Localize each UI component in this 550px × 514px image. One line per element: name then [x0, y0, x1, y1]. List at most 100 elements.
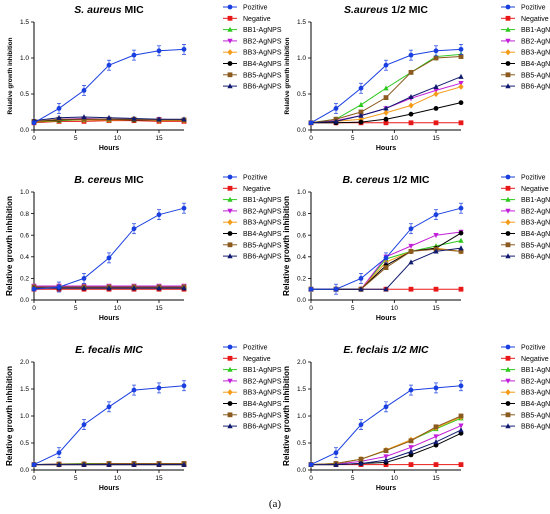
- legend-marker: [505, 185, 511, 191]
- data-point: [408, 249, 414, 254]
- legend-label: Pozitive: [521, 5, 546, 12]
- legend-marker: [227, 26, 233, 32]
- data-point: [106, 255, 112, 261]
- chart-title: B. cereus MIC: [74, 174, 144, 186]
- data-point: [408, 462, 414, 467]
- y-tick-label: 0.5: [20, 91, 29, 98]
- legend-marker: [227, 4, 233, 10]
- data-point: [383, 109, 389, 116]
- legend-marker: [505, 253, 511, 259]
- y-tick-label: 1.0: [297, 189, 306, 196]
- legend: Pozitive Negative BB1-AgNPS BB2-AgNPS BB3-Ag…: [501, 5, 550, 91]
- legend-label: Negative: [521, 186, 549, 193]
- series-pozitive: [308, 202, 464, 295]
- legend-marker: [505, 344, 511, 350]
- legend-label: BB5-AgNPS: [521, 412, 550, 419]
- data-point: [81, 276, 87, 281]
- y-tick-label: 1.0: [20, 55, 29, 62]
- x-tick-label: 15: [432, 135, 440, 142]
- data-point: [408, 445, 414, 451]
- legend-marker: [227, 219, 233, 226]
- x-tick-label: 15: [432, 475, 440, 482]
- data-point: [408, 438, 414, 444]
- data-point: [81, 88, 87, 93]
- legend-label: BB2-AgNPS: [243, 38, 282, 45]
- data-point: [433, 434, 439, 440]
- data-point: [106, 404, 112, 410]
- data-point: [181, 383, 187, 389]
- y-tick-label: 0.6: [20, 232, 29, 239]
- legend-marker: [227, 208, 233, 214]
- data-point: [458, 54, 464, 59]
- legend-marker: [227, 49, 233, 56]
- chart-panel-4: B. cereus 1/2 MIC 0.0 0.2 0.4 0.6 0.8 1.0 0 5 10 1…: [282, 174, 550, 322]
- legend-marker: [505, 83, 511, 89]
- series-bb6-agnps: [308, 427, 464, 467]
- legend-marker: [505, 174, 511, 180]
- x-axis-label: Hours: [376, 145, 396, 152]
- data-point: [56, 114, 62, 120]
- legend-marker: [227, 253, 233, 259]
- x-tick-label: 10: [114, 135, 122, 142]
- legend-label: BB1-AgNPS: [521, 27, 550, 34]
- data-point: [433, 55, 439, 61]
- y-tick-label: 1.0: [20, 189, 29, 196]
- data-point: [358, 119, 364, 125]
- chart-title: S.aureus 1/2 MIC: [344, 4, 428, 16]
- legend-label: BB3-AgNPS: [243, 220, 282, 227]
- series-line: [33, 385, 185, 466]
- data-point: [358, 460, 364, 466]
- chart-title-species: E. feclais 1/2 MIC: [343, 344, 429, 356]
- series-pozitive: [31, 44, 187, 126]
- legend: Pozitive Negative BB1-AgNPS BB2-AgNPS BB3-Ag…: [501, 175, 550, 261]
- legend-marker: [505, 26, 511, 32]
- data-point: [433, 233, 439, 239]
- data-point: [458, 423, 464, 429]
- y-tick-label: 0.2: [20, 276, 29, 283]
- data-point: [383, 265, 389, 270]
- data-point: [333, 450, 339, 456]
- data-point: [458, 100, 464, 106]
- legend-marker: [227, 355, 233, 361]
- legend-marker: [505, 208, 511, 214]
- x-tick-label: 10: [391, 305, 399, 312]
- y-tick-label: 0.5: [20, 440, 29, 447]
- legend-marker: [505, 231, 511, 236]
- legend-label: BB3-AgNPS: [243, 390, 282, 397]
- data-point: [81, 114, 87, 120]
- data-point: [408, 226, 414, 232]
- legend-marker: [227, 231, 233, 236]
- legend-label: Pozitive: [521, 175, 546, 182]
- legend-marker: [505, 196, 511, 202]
- series-pozitive: [308, 380, 464, 467]
- legend-label: BB5-AgNPS: [243, 72, 282, 79]
- legend-label: BB5-AgNPS: [521, 72, 550, 79]
- y-tick-label: 0.6: [297, 232, 306, 239]
- data-point: [31, 120, 37, 126]
- data-point: [156, 385, 162, 391]
- y-tick-label: 0.2: [297, 276, 306, 283]
- data-point: [81, 116, 87, 122]
- y-tick-label: 0.0: [20, 127, 29, 134]
- data-point: [433, 212, 439, 218]
- x-tick-label: 0: [309, 475, 313, 482]
- y-tick-label: 2.0: [20, 359, 29, 366]
- legend-label: BB3-AgNPS: [521, 390, 550, 397]
- legend-label: Negative: [243, 186, 271, 193]
- y-axis-label: Relative growth inhibition: [284, 37, 291, 114]
- legend: Pozitive Negative BB1-AgNPS BB2-AgNPS BB3-Ag…: [223, 175, 282, 261]
- data-point: [458, 413, 464, 419]
- legend-label: BB4-AgNPS: [243, 401, 282, 408]
- legend-marker: [505, 389, 511, 396]
- legend-marker: [227, 72, 233, 78]
- legend-marker: [505, 49, 511, 56]
- legend-marker: [505, 378, 511, 384]
- data-point: [433, 424, 439, 430]
- data-point: [408, 120, 414, 126]
- series-line: [33, 207, 185, 290]
- y-tick-label: 1.5: [297, 19, 306, 26]
- data-point: [383, 85, 389, 91]
- data-point: [383, 255, 389, 261]
